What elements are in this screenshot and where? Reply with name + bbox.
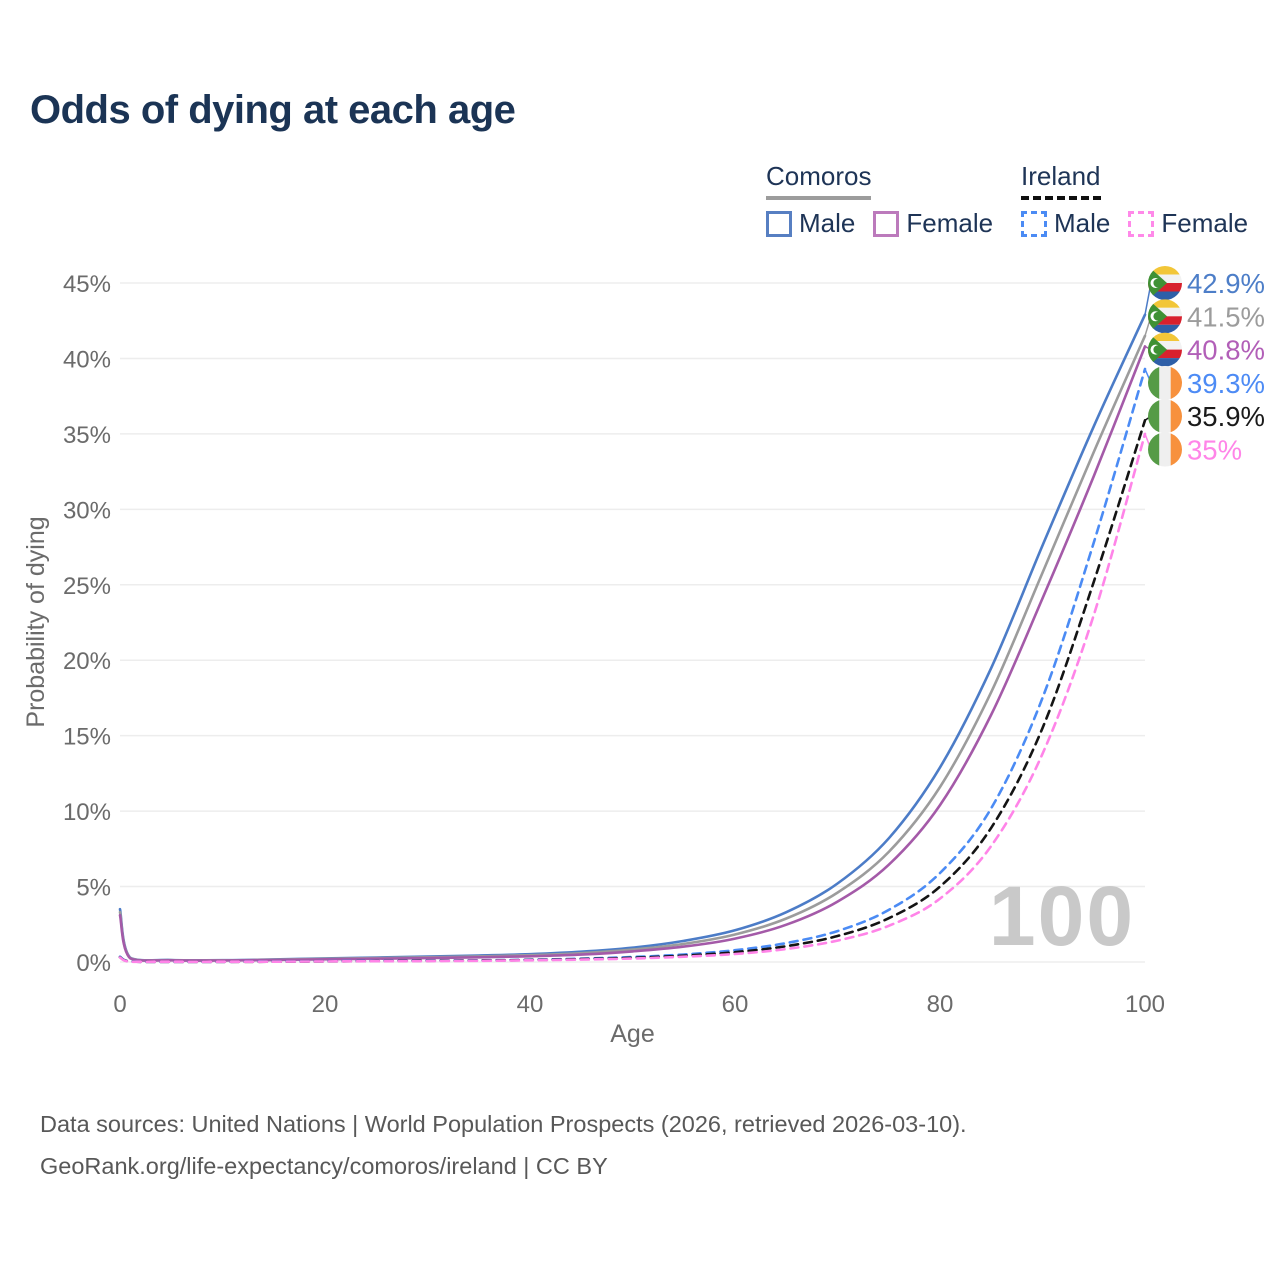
legend-country-comoros[interactable]: Comoros: [766, 161, 872, 200]
x-tick-label: 40: [517, 991, 544, 1018]
legend-row-comoros: Male Female: [766, 208, 1011, 239]
comoros-female-swatch-icon: [873, 210, 900, 237]
ireland-female-swatch-icon: [1128, 210, 1155, 237]
y-tick-label: 0%: [76, 950, 111, 977]
end-value-label: 35.9%: [1187, 401, 1265, 432]
legend-item-comoros-male[interactable]: Male: [766, 208, 855, 239]
ireland-flag-icon: [1148, 432, 1182, 467]
x-tick-label: 60: [722, 991, 749, 1018]
x-tick-label: 80: [927, 991, 954, 1018]
y-tick-label: 25%: [63, 573, 111, 600]
end-value-label: 35%: [1187, 435, 1242, 466]
end-value-label: 39.3%: [1187, 368, 1265, 399]
end-value-label: 41.5%: [1187, 301, 1265, 332]
mortality-line-chart[interactable]: 0% 5% 10% 15% 20% 25% 30% 35% 40% 45% 100 0 20 40 60 80…: [0, 250, 1280, 1080]
series-line-Comoros — Female[interactable]: [118, 345, 1147, 962]
legend-item-label: Female: [906, 208, 994, 238]
legend-group-ireland: Ireland Male Female: [1021, 161, 1266, 239]
data-sources-line: Data sources: United Nations | World Pop…: [40, 1111, 967, 1137]
ireland-flag-icon: [1148, 365, 1182, 400]
ireland-flag-icon: [1148, 399, 1182, 434]
y-tick-label: 15%: [63, 724, 111, 751]
x-axis-title: Age: [610, 1020, 654, 1048]
x-tick-label: 0: [113, 991, 126, 1018]
y-tick-label: 40%: [63, 346, 111, 373]
legend-group-comoros: Comoros Male Female: [766, 161, 1011, 239]
legend-item-label: Male: [1054, 208, 1111, 238]
watermark: 100: [989, 869, 1135, 963]
end-value-label: 42.9%: [1187, 268, 1265, 299]
series-line-Comoros — Male[interactable]: [118, 313, 1147, 962]
y-tick-label: 5%: [76, 875, 111, 902]
y-axis-title: Probability of dying: [22, 516, 50, 727]
series-line-Ireland — Female[interactable]: [118, 432, 1147, 964]
comoros-flag-icon: [1148, 299, 1182, 334]
comoros-flag-icon: [1148, 266, 1182, 300]
legend-item-ireland-male[interactable]: Male: [1021, 208, 1110, 239]
legend-item-ireland-female[interactable]: Female: [1128, 208, 1248, 239]
page-title: Odds of dying at each age: [30, 88, 516, 132]
y-tick-label: 20%: [63, 648, 111, 675]
footer: Data sources: United Nations | World Pop…: [40, 1103, 967, 1187]
y-tick-label: 30%: [63, 497, 111, 524]
y-tick-label: 35%: [63, 422, 111, 449]
y-tick-label: 10%: [63, 799, 111, 826]
legend-row-ireland: Male Female: [1021, 208, 1266, 239]
y-tick-label: 45%: [63, 271, 111, 298]
comoros-male-swatch-icon: [766, 210, 792, 237]
attribution-line: GeoRank.org/life-expectancy/comoros/irel…: [40, 1153, 608, 1179]
legend-item-label: Female: [1161, 208, 1249, 238]
legend-country-ireland[interactable]: Ireland: [1021, 161, 1101, 200]
ireland-male-swatch-icon: [1021, 210, 1047, 237]
x-tick-label: 20: [312, 991, 339, 1018]
legend-item-comoros-female[interactable]: Female: [873, 208, 993, 239]
comoros-flag-icon: [1148, 332, 1182, 367]
legend-item-label: Male: [799, 208, 856, 238]
x-tick-label: 100: [1125, 991, 1165, 1018]
series-line-Comoros — Both sexes[interactable]: [118, 334, 1147, 962]
end-value-label: 40.8%: [1187, 335, 1265, 366]
